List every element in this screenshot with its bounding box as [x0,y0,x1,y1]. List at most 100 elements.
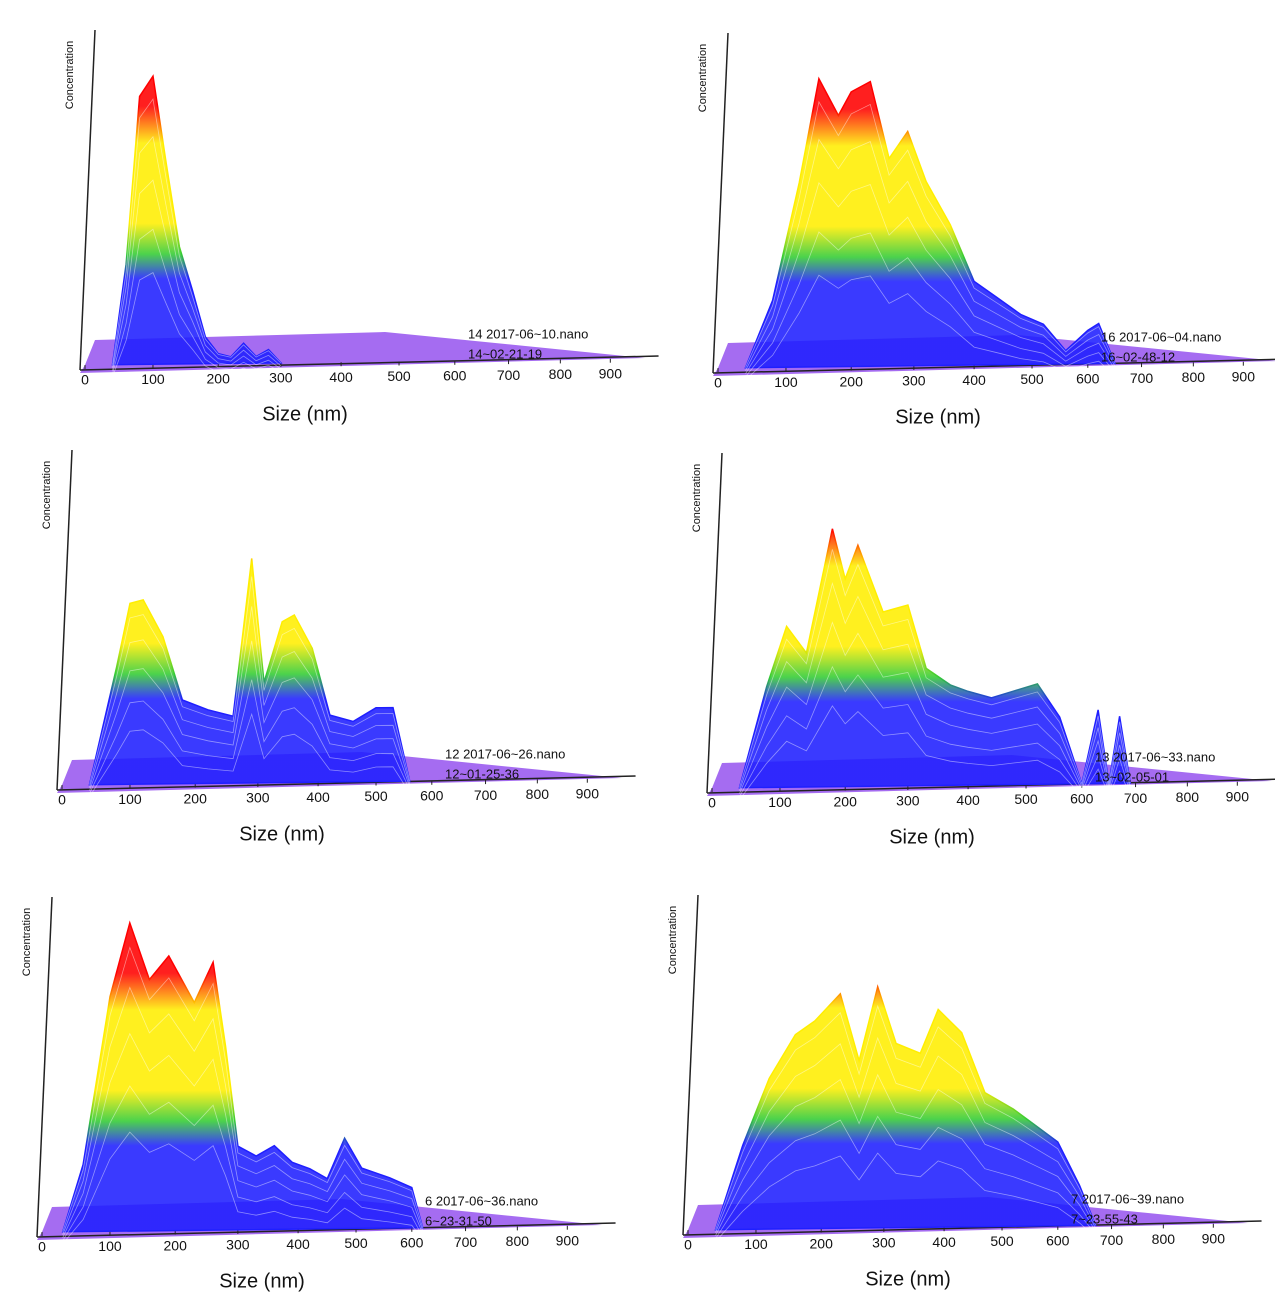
x-tick-label: 200 [840,373,864,389]
x-tick-label: 200 [810,1235,834,1251]
wire-line [62,946,424,1232]
size-axis [36,1222,616,1238]
wire-line [62,1131,424,1245]
x-tick-label: 500 [1014,791,1038,807]
annotation: 16 2017-06~04.nano [1101,329,1221,344]
concentration-axis [712,32,729,374]
annotation: 6~23-31-50 [425,1213,492,1228]
x-tick-label: 100 [118,791,142,807]
annotation: 14~02-21-19 [468,346,542,361]
wire-line [112,135,282,368]
wire-line [745,231,1116,377]
wire-line [715,1004,1096,1230]
surface-area [88,558,411,786]
x-tick-label: 600 [420,788,444,804]
y-axis-label: Concentration [21,908,33,977]
surface-area [61,920,424,1233]
size-axis [706,778,1275,794]
wire-line [89,576,411,785]
wire-line [739,621,1131,794]
wire-line [62,986,424,1235]
wire-line [89,640,411,791]
wire-line [745,138,1116,371]
x-tick-label: 800 [526,786,550,802]
y-axis-label: Concentration [41,461,53,530]
annotation: 13 2017-06~33.nano [1095,749,1215,764]
x-axis-title: Size (nm) [865,1268,951,1290]
x-tick-label: 900 [576,785,600,801]
wire-line [739,581,1131,791]
concentration-axis [79,29,96,371]
x-tick-label: 700 [497,367,521,383]
x-tick-label: 700 [1130,370,1154,386]
wire-line [112,228,282,374]
x-tick-label: 900 [599,365,623,381]
x-tick-label: 300 [872,1235,896,1251]
size-axis [682,1220,1262,1236]
wire-line [745,181,1116,374]
y-axis-label: Concentration [697,44,709,113]
x-tick-label: 200 [834,793,858,809]
wire-line [112,272,282,377]
x-axis-title: Size (nm) [262,403,348,425]
wire-line [89,712,411,797]
x-tick-label: 800 [1152,1231,1176,1247]
x-tick-label: 400 [306,789,330,805]
x-tick-label: 700 [454,1234,478,1250]
size-axis [79,355,659,371]
surface-area [744,76,1117,369]
wire-line [715,1115,1096,1239]
x-tick-label: 0 [81,372,89,388]
x-tick-label: 800 [1182,369,1206,385]
x-tick-label: 600 [400,1235,424,1251]
x-tick-label: 600 [443,368,467,384]
size-axis [56,775,636,791]
y-axis-label: Concentration [667,906,679,975]
wire-line [745,274,1116,380]
x-tick-label: 500 [364,788,388,804]
x-tick-label: 100 [774,374,798,390]
x-tick-label: 900 [556,1232,580,1248]
x-tick-label: 300 [226,1237,250,1253]
y-axis-label: Concentration [64,41,76,110]
x-tick-label: 400 [329,369,353,385]
annotation: 16~02-48-12 [1101,349,1175,364]
x-tick-label: 200 [164,1237,188,1253]
x-tick-label: 600 [1076,371,1100,387]
x-tick-label: 100 [768,794,792,810]
wire-line [715,1073,1096,1236]
x-axis-title: Size (nm) [889,826,975,848]
concentration-axis [36,896,53,1238]
x-tick-label: 400 [956,792,980,808]
x-tick-label: 300 [246,790,270,806]
annotation: 13~02-05-01 [1095,769,1169,784]
surface-area [714,984,1097,1231]
wire-line [745,100,1116,368]
surface-area [738,528,1132,789]
x-tick-label: 500 [990,1233,1014,1249]
surface-area [111,74,283,366]
x-axis-title: Size (nm) [239,823,325,845]
wire-line [112,98,282,365]
x-tick-label: 400 [932,1234,956,1250]
wire-line [739,665,1131,797]
x-tick-label: 0 [714,375,722,391]
x-tick-label: 500 [344,1235,368,1251]
x-tick-label: 0 [38,1239,46,1255]
x-axis-title: Size (nm) [895,406,981,428]
annotation: 14 2017-06~10.nano [468,326,588,341]
x-tick-label: 900 [1226,788,1250,804]
wire-line [89,679,411,794]
x-tick-label: 100 [744,1236,768,1252]
x-tick-label: 600 [1046,1233,1070,1249]
wire-line [62,1085,424,1242]
x-axis-title: Size (nm) [219,1270,305,1292]
wire-line [739,705,1131,800]
x-tick-label: 200 [184,790,208,806]
x-tick-label: 700 [474,787,498,803]
concentration-axis [682,894,699,1236]
concentration-axis [56,449,73,791]
annotation: 12~01-25-36 [445,766,519,781]
x-tick-label: 100 [98,1238,122,1254]
